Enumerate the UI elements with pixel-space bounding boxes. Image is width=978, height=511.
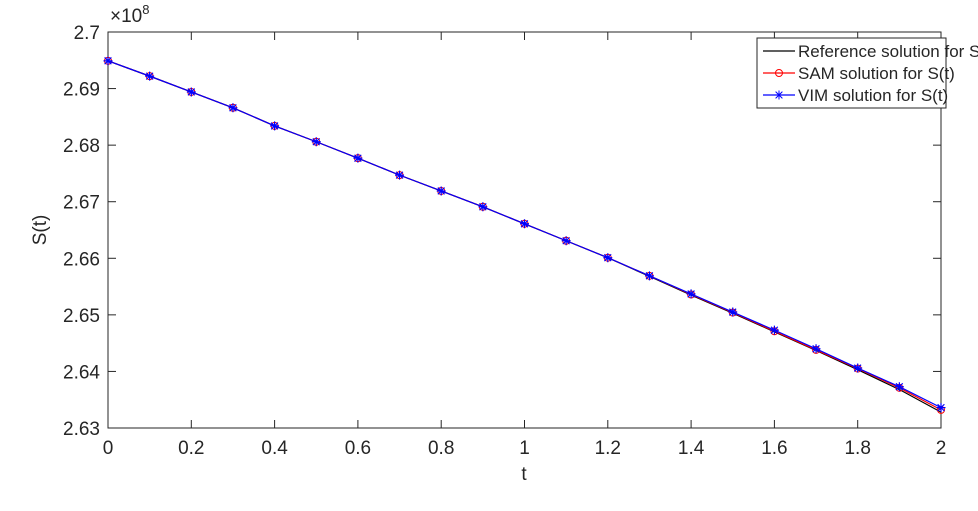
y-tick-label: 2.66: [63, 249, 100, 270]
y-tick-label: 2.67: [63, 193, 100, 214]
y-tick-label: 2.68: [63, 136, 100, 157]
marker: [103, 56, 113, 66]
marker: [228, 103, 238, 113]
y-axis-label: S(t): [30, 215, 51, 246]
marker: [520, 219, 529, 229]
legend: Reference solution for S(t) SAM solution …: [756, 37, 978, 109]
x-tick-label: 2: [936, 438, 947, 459]
marker: [478, 202, 488, 212]
marker: [853, 363, 863, 373]
y-multiplier: ×108: [110, 2, 149, 27]
marker: [728, 307, 738, 317]
series: [103, 56, 946, 413]
marker: [270, 121, 280, 131]
marker: [644, 271, 654, 281]
legend-marker: [775, 69, 783, 77]
marker: [353, 153, 363, 163]
marker: [436, 186, 446, 196]
x-tick-label: 0.2: [178, 438, 204, 459]
x-tick-label: 0.8: [428, 438, 454, 459]
marker: [311, 137, 321, 147]
y-multiplier-base: ×10: [110, 6, 142, 27]
x-axis-label: t: [521, 464, 527, 485]
x-tick-label: 1.6: [761, 438, 787, 459]
x-tick-label: 0.4: [261, 438, 288, 459]
legend-label: Reference solution for S(t): [798, 42, 978, 61]
y-multiplier-power: 8: [142, 2, 149, 17]
marker: [186, 87, 196, 97]
x-tick-label: 0.6: [345, 438, 371, 459]
legend-label: SAM solution for S(t): [798, 64, 955, 83]
x-tick-label: 1.8: [844, 438, 870, 459]
y-tick-label: 2.64: [63, 362, 100, 383]
marker: [769, 325, 779, 335]
legend-marker: [774, 90, 784, 100]
y-tick-label: 2.69: [63, 80, 100, 101]
legend-label: VIM solution for S(t): [798, 86, 948, 105]
x-tick-label: 1.4: [678, 438, 705, 459]
x-tick-label: 0: [103, 438, 114, 459]
marker: [811, 344, 821, 354]
marker: [395, 170, 405, 180]
marker: [894, 382, 904, 392]
x-tick-label: 1.2: [595, 438, 621, 459]
marker: [603, 253, 613, 263]
x-tick-label: 1: [519, 438, 530, 459]
y-tick-label: 2.7: [74, 23, 100, 44]
marker: [145, 71, 155, 81]
marker: [686, 289, 696, 299]
marker: [936, 403, 946, 413]
marker: [561, 236, 571, 246]
y-tick-label: 2.65: [63, 306, 100, 327]
y-tick-label: 2.63: [63, 419, 100, 440]
